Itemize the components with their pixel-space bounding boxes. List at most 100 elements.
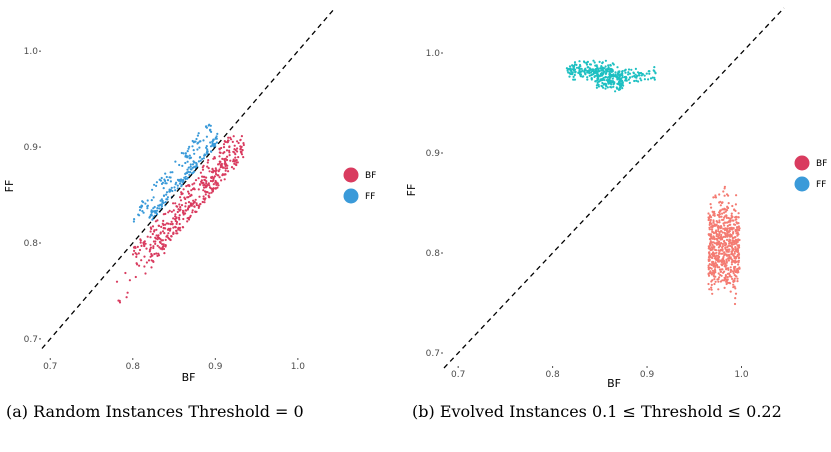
data-point-bf <box>725 267 728 270</box>
data-point-bf <box>723 231 726 234</box>
data-point-bf <box>707 218 710 222</box>
data-point-bf <box>152 245 155 248</box>
data-point-bf <box>726 278 729 281</box>
data-point-ff <box>605 85 608 88</box>
data-point-ff <box>619 79 623 82</box>
data-point-bf <box>732 272 735 275</box>
data-point-ff <box>586 60 590 64</box>
data-point-ff <box>186 150 189 153</box>
data-point-bf <box>172 226 175 229</box>
data-point-ff <box>209 129 212 132</box>
data-point-bf <box>143 240 146 243</box>
data-point-ff <box>596 75 599 78</box>
data-point-ff <box>608 81 611 84</box>
data-point-bf <box>161 239 164 242</box>
data-point-bf <box>710 273 714 276</box>
data-point-bf <box>728 281 731 284</box>
data-point-bf <box>735 218 738 221</box>
data-point-bf <box>172 217 175 220</box>
data-point-ff <box>168 190 171 193</box>
data-point-ff <box>580 67 583 70</box>
data-point-ff <box>645 72 648 75</box>
data-point-bf <box>721 249 724 252</box>
data-point-bf <box>734 259 737 262</box>
data-point-bf <box>198 183 202 186</box>
data-point-bf <box>717 288 720 291</box>
data-point-ff <box>625 76 628 79</box>
data-point-bf <box>726 221 729 224</box>
data-point-ff <box>598 60 601 64</box>
data-point-bf <box>731 270 735 273</box>
data-point-bf <box>227 170 230 173</box>
data-point-bf <box>151 232 154 236</box>
data-point-ff <box>639 77 642 80</box>
x-tick-label: 0.8 <box>545 370 560 380</box>
data-point-ff <box>628 72 632 75</box>
data-point-bf <box>709 244 712 247</box>
data-point-bf <box>734 275 738 278</box>
data-point-bf <box>167 211 170 214</box>
data-point-bf <box>728 219 731 222</box>
data-point-ff <box>572 78 575 81</box>
data-point-bf <box>210 176 213 179</box>
data-point-bf <box>708 228 711 231</box>
data-point-ff <box>595 86 599 89</box>
data-point-bf <box>737 233 740 236</box>
data-point-bf <box>719 243 722 246</box>
data-point-ff <box>634 73 637 76</box>
data-point-bf <box>202 189 205 192</box>
y-tick-label: 1.0 <box>426 49 441 59</box>
data-point-bf <box>736 277 739 280</box>
data-point-ff <box>169 176 172 179</box>
data-point-bf <box>232 158 235 161</box>
data-point-ff <box>653 66 656 69</box>
data-point-bf <box>164 245 167 248</box>
data-point-bf <box>723 194 726 197</box>
data-point-ff <box>575 66 579 69</box>
data-point-bf <box>214 187 217 190</box>
data-point-bf <box>152 246 155 250</box>
data-point-ff <box>618 87 621 90</box>
data-point-ff <box>638 74 641 77</box>
data-point-ff <box>584 68 587 71</box>
data-point-bf <box>201 168 205 171</box>
data-point-bf <box>721 236 724 239</box>
data-point-ff <box>637 72 641 75</box>
data-point-ff <box>604 87 607 90</box>
data-point-bf <box>711 279 714 282</box>
data-point-bf <box>125 296 128 299</box>
data-point-bf <box>727 250 730 253</box>
data-point-ff <box>649 77 653 80</box>
data-point-bf <box>731 243 734 246</box>
data-point-bf <box>183 212 186 215</box>
data-point-bf <box>212 183 215 186</box>
data-point-ff <box>189 165 192 168</box>
data-point-bf <box>175 229 178 232</box>
data-point-ff <box>611 77 614 80</box>
data-point-bf <box>167 227 170 230</box>
data-point-bf <box>730 216 733 219</box>
data-point-bf <box>721 201 724 204</box>
data-point-bf <box>172 232 175 235</box>
data-point-ff <box>205 126 208 129</box>
data-point-ff <box>633 74 636 78</box>
data-point-bf <box>728 256 731 259</box>
data-point-bf <box>174 213 177 216</box>
data-point-bf <box>235 159 238 162</box>
data-point-ff <box>151 188 154 191</box>
data-point-bf <box>128 279 131 282</box>
data-point-bf <box>148 250 151 253</box>
x-tick-label: 0.9 <box>640 370 655 380</box>
data-point-bf <box>205 182 208 185</box>
data-point-bf <box>138 248 142 252</box>
data-point-bf <box>242 156 245 159</box>
data-point-bf <box>713 238 716 241</box>
data-point-ff <box>618 81 621 84</box>
data-point-ff <box>150 199 153 202</box>
data-point-ff <box>604 59 608 62</box>
data-point-bf <box>722 258 725 261</box>
data-point-bf <box>734 223 737 226</box>
x-axis-title: BF <box>182 371 196 384</box>
data-point-bf <box>223 158 226 161</box>
data-point-bf <box>711 224 714 227</box>
